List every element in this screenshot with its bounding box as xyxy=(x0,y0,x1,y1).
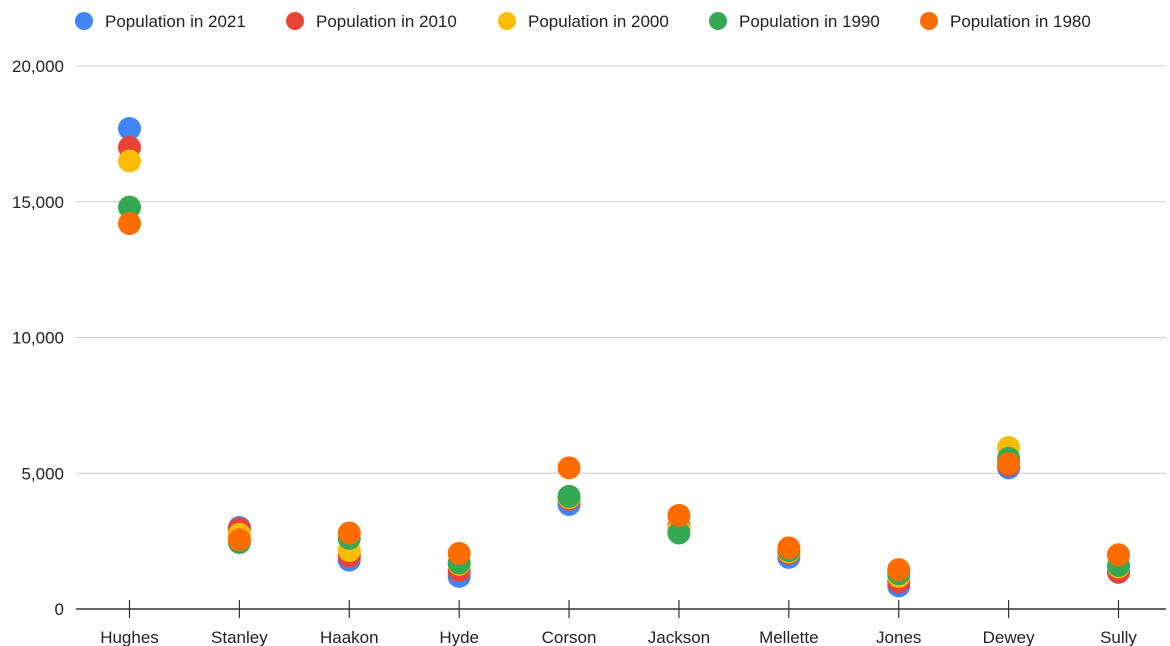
legend-item: Population in 2000 xyxy=(498,12,669,31)
x-tick-label: Dewey xyxy=(983,628,1035,646)
legend-label: Population in 2021 xyxy=(105,12,246,31)
x-tick-label: Sully xyxy=(1100,628,1137,646)
y-tick-label: 15,000 xyxy=(12,193,64,212)
data-point xyxy=(118,149,141,173)
y-axis-ticks: 0 5,000 10,000 15,000 20,000 xyxy=(12,57,64,619)
x-tick-label: Jones xyxy=(876,628,921,646)
data-point xyxy=(1107,543,1130,567)
data-point xyxy=(667,521,691,545)
x-tick-label: Corson xyxy=(542,628,597,646)
legend-swatch xyxy=(75,12,93,30)
x-tick-label: Haakon xyxy=(320,628,379,646)
data-point xyxy=(447,541,471,565)
y-tick-label: 20,000 xyxy=(12,57,64,76)
data-point xyxy=(118,211,141,235)
legend-label: Population in 2010 xyxy=(316,12,457,31)
legend-item: Population in 2021 xyxy=(75,12,246,31)
legend-item: Population in 2010 xyxy=(286,12,457,31)
legend-label: Population in 2000 xyxy=(528,12,669,31)
y-tick-label: 0 xyxy=(55,600,64,619)
data-point xyxy=(667,503,691,527)
data-point xyxy=(777,536,801,560)
y-tick-label: 5,000 xyxy=(21,464,64,483)
x-tick-label: Hyde xyxy=(439,628,479,646)
x-axis: Hughes Stanley Haakon Hyde Corson Jackson Mell… xyxy=(76,600,1166,646)
data-point xyxy=(887,558,911,582)
legend-item: Population in 1980 xyxy=(920,12,1091,31)
data-points xyxy=(118,116,1130,598)
legend-label: Population in 1980 xyxy=(950,12,1091,31)
legend-swatch xyxy=(498,12,516,30)
legend-swatch xyxy=(709,12,727,30)
data-point xyxy=(337,521,361,545)
legend-swatch xyxy=(920,12,938,30)
x-tick-label: Hughes xyxy=(100,628,159,646)
legend-swatch xyxy=(286,12,304,30)
data-point xyxy=(557,456,581,480)
legend: Population in 2021 Population in 2010 Popu… xyxy=(75,12,1091,31)
y-tick-label: 10,000 xyxy=(12,329,64,348)
data-point xyxy=(557,484,581,508)
data-point xyxy=(227,528,251,552)
x-tick-label: Mellette xyxy=(759,628,819,646)
gridlines xyxy=(76,65,1166,474)
legend-label: Population in 1990 xyxy=(739,12,880,31)
data-point xyxy=(118,195,141,219)
legend-item: Population in 1990 xyxy=(709,12,880,31)
data-point xyxy=(997,452,1021,476)
x-tick-label: Jackson xyxy=(648,628,710,646)
data-point xyxy=(118,116,141,140)
x-tick-label: Stanley xyxy=(211,628,268,646)
